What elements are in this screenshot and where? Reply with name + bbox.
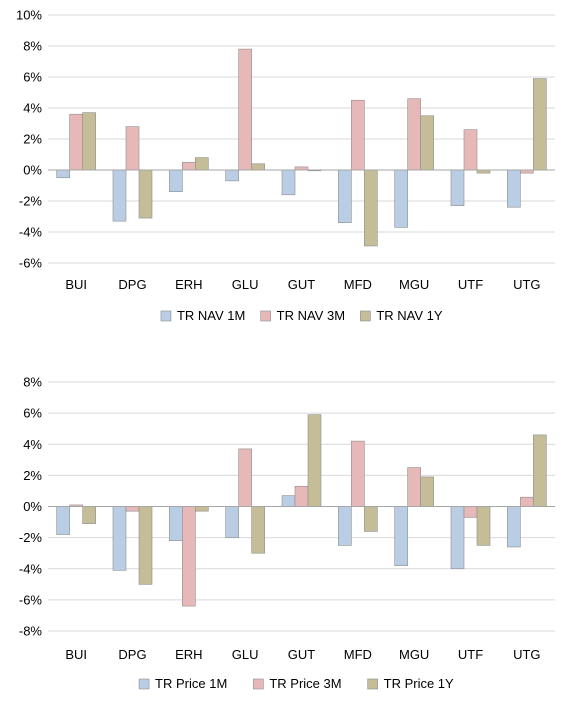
bar: [225, 506, 239, 538]
y-tick-label: 0%: [23, 499, 42, 514]
bar: [112, 506, 127, 571]
bar: [82, 506, 96, 524]
bar: [364, 169, 378, 247]
bar: [450, 506, 465, 570]
bar: [351, 99, 365, 171]
bar: [463, 506, 478, 518]
y-tick-label: 2%: [23, 468, 42, 483]
bar: [364, 506, 378, 532]
bar: [82, 112, 96, 171]
category-label: GUT: [288, 647, 316, 662]
category-label: MGU: [399, 647, 429, 662]
bar: [520, 496, 534, 507]
bar: [69, 113, 83, 171]
bar: [281, 495, 296, 507]
category-label: GLU: [232, 277, 259, 292]
y-tick-label: -8%: [19, 624, 43, 639]
category-label: ERH: [175, 277, 202, 292]
legend-label: TR NAV 1Y: [376, 308, 443, 323]
bar: [407, 98, 421, 171]
category-label: BUI: [65, 647, 87, 662]
bar: [407, 467, 421, 507]
y-tick-label: 8%: [23, 39, 42, 54]
bar: [125, 126, 140, 171]
bar: [238, 448, 252, 507]
bar: [112, 169, 127, 222]
bar: [420, 476, 434, 507]
category-label: BUI: [65, 277, 87, 292]
bar: [294, 485, 309, 507]
category-label: DPG: [118, 277, 146, 292]
bar: [169, 169, 183, 193]
bar: [182, 506, 196, 607]
category-label: MGU: [399, 277, 429, 292]
bar: [251, 506, 265, 554]
bar: [169, 506, 183, 542]
y-tick-label: -6%: [19, 256, 43, 271]
y-tick-label: 4%: [23, 437, 42, 452]
bar: [238, 48, 252, 171]
bar: [450, 169, 465, 206]
category-label: GLU: [232, 647, 259, 662]
legend-label: TR Price 1Y: [384, 676, 454, 691]
legend-label: TR Price 3M: [269, 676, 341, 691]
legend-swatch: [367, 678, 378, 690]
bar: [463, 129, 478, 171]
y-tick-label: 10%: [16, 8, 42, 23]
bar: [476, 506, 491, 546]
category-label: UTG: [513, 277, 540, 292]
bar: [533, 78, 547, 171]
bar: [195, 157, 209, 171]
bar: [351, 440, 365, 507]
legend-label: TR Price 1M: [155, 676, 227, 691]
category-label: UTF: [458, 277, 483, 292]
y-tick-label: 4%: [23, 101, 42, 116]
bar: [56, 169, 70, 179]
category-label: MFD: [344, 647, 372, 662]
bar: [307, 414, 322, 507]
y-tick-label: -2%: [19, 530, 43, 545]
y-tick-label: 0%: [23, 163, 42, 178]
bar: [182, 161, 196, 171]
bar: [225, 169, 239, 182]
category-label: MFD: [344, 277, 372, 292]
y-tick-label: 6%: [23, 70, 42, 85]
bar: [338, 169, 352, 224]
category-label: UTF: [458, 647, 483, 662]
legend-label: TR NAV 1M: [177, 308, 245, 323]
bar: [394, 506, 408, 566]
category-label: UTG: [513, 647, 540, 662]
category-label: GUT: [288, 277, 316, 292]
y-tick-label: 6%: [23, 406, 42, 421]
bar: [533, 434, 547, 507]
bar: [138, 506, 153, 585]
legend-label: TR NAV 3M: [277, 308, 345, 323]
bar: [338, 506, 352, 546]
category-label: DPG: [118, 647, 146, 662]
legend-swatch: [138, 678, 150, 690]
bar: [251, 163, 265, 171]
bar: [394, 169, 408, 228]
category-label: ERH: [175, 647, 202, 662]
y-tick-label: -4%: [19, 561, 43, 576]
legend-swatch: [160, 310, 172, 322]
y-tick-label: -4%: [19, 225, 43, 240]
y-tick-label: 2%: [23, 132, 42, 147]
bar: [195, 506, 209, 512]
legend-swatch: [253, 678, 264, 690]
y-tick-label: -2%: [19, 194, 43, 209]
bar: [138, 169, 153, 219]
y-tick-label: 8%: [23, 375, 42, 390]
bar: [56, 506, 70, 535]
bar: [281, 169, 296, 196]
bar: [507, 169, 521, 208]
bar: [420, 115, 434, 171]
legend-swatch: [260, 310, 271, 322]
bar: [507, 506, 521, 548]
legend-swatch: [360, 310, 371, 322]
bar: [125, 506, 140, 512]
y-tick-label: -6%: [19, 592, 43, 607]
